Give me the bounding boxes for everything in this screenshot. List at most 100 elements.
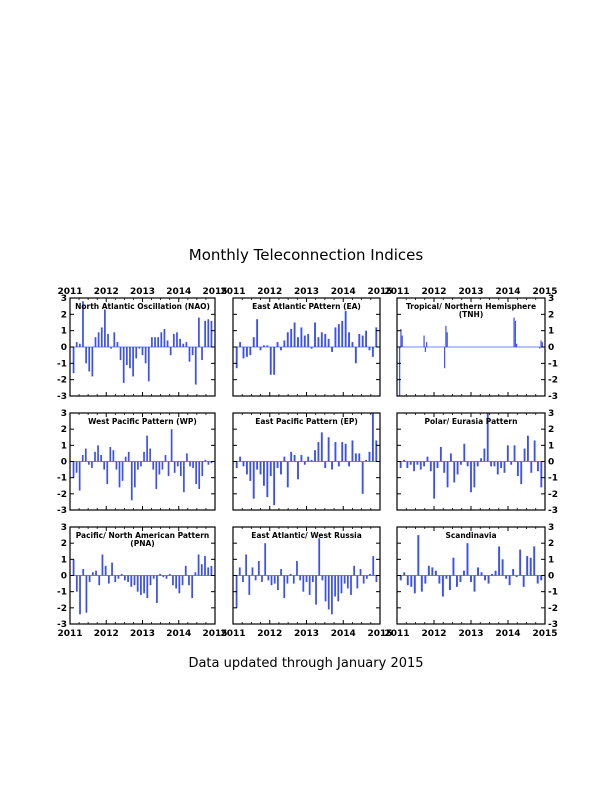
bar [267, 575, 270, 581]
bar [256, 319, 259, 347]
bar [327, 437, 330, 462]
x-tick-label: 2012 [421, 287, 446, 297]
bar [500, 461, 503, 468]
y-tick-label: 2 [61, 310, 67, 320]
bar [261, 575, 263, 582]
x-tick-label: 2014 [495, 629, 520, 639]
bar [523, 448, 526, 462]
panel-1: 2011 2012 2013 2014 2015 -3 -2 -1 0 1 2 3 North Atla… [57, 287, 228, 402]
bar [238, 567, 241, 576]
y-tick-label: -2 [57, 604, 67, 614]
x-tick-label: 2013 [130, 287, 155, 297]
bar [409, 461, 412, 465]
panel-title: Scandinavia [445, 531, 496, 540]
bar [496, 461, 499, 475]
bar [498, 546, 501, 576]
bar [530, 461, 533, 473]
bar [138, 347, 141, 349]
bar [441, 575, 444, 597]
x-tick-label: 2012 [257, 629, 282, 639]
bar [72, 347, 75, 374]
bar [539, 347, 541, 349]
bar [508, 575, 511, 586]
bar [375, 327, 378, 347]
bar [176, 461, 179, 467]
bar [358, 333, 361, 347]
bar [117, 575, 120, 579]
x-tick-label: 2014 [166, 629, 191, 639]
bar [455, 575, 458, 587]
bar [297, 461, 299, 480]
bar [480, 572, 483, 576]
bar [293, 322, 296, 347]
bar [283, 575, 286, 599]
bar [194, 347, 197, 385]
bar [399, 461, 402, 468]
bar [486, 413, 489, 462]
bar [337, 461, 340, 467]
bar [299, 575, 302, 581]
bar [286, 461, 289, 488]
bar [97, 332, 100, 347]
panel-title: East Atlantic PAttern (EA) [252, 302, 361, 311]
bar [189, 461, 191, 467]
bar [361, 461, 364, 494]
bar [85, 347, 87, 364]
bar [239, 342, 242, 347]
panel-5: East Pacific Pattern (EP) [232, 412, 381, 511]
bar [210, 461, 213, 464]
bar [522, 575, 525, 587]
bar [122, 347, 125, 383]
bar [494, 570, 497, 576]
bar [305, 575, 308, 582]
y-tick-label: -2 [548, 376, 558, 386]
bar [130, 461, 133, 501]
bar [252, 337, 255, 347]
bar [410, 575, 413, 587]
bar [110, 347, 113, 349]
y-tick-label: 0 [61, 458, 67, 468]
y-tick-label: -1 [548, 588, 558, 598]
x-tick-label: 2013 [294, 287, 319, 297]
bar [160, 332, 163, 347]
bar [351, 342, 354, 347]
bar [72, 461, 75, 478]
bar [256, 461, 259, 470]
bar [446, 332, 448, 347]
bar [353, 565, 356, 576]
bar [337, 575, 340, 602]
bar [280, 569, 282, 576]
bar [354, 453, 357, 462]
bar [400, 329, 402, 347]
panel-9: 2011 2012 2013 2014 2015-3 -2 -1 0 1 2 3 Scandinavi… [384, 523, 558, 639]
panel-6: -3 -2 -1 0 1 2 3 Polar/ Eurasia Pattern [396, 409, 558, 516]
bar [480, 458, 482, 462]
bar [343, 575, 346, 584]
x-tick-label: 2012 [421, 629, 446, 639]
panel-title: East Atlantic/ West Russia [251, 531, 362, 540]
bar [173, 461, 176, 473]
bar [257, 560, 260, 576]
bar [127, 575, 129, 582]
bar [321, 575, 324, 581]
bar [249, 347, 252, 356]
bar [149, 448, 152, 462]
bar [365, 459, 368, 462]
y-tick-label: 1 [548, 441, 554, 451]
bar [436, 461, 439, 468]
bar [167, 461, 170, 477]
bar [283, 456, 286, 462]
bar [115, 461, 118, 470]
y-tick-label: 0 [548, 572, 554, 582]
y-tick-label: -2 [57, 376, 67, 386]
bar [307, 333, 310, 347]
bar [516, 461, 519, 477]
bar [197, 554, 200, 576]
bar [192, 461, 194, 468]
bar [446, 461, 449, 488]
bar [157, 337, 160, 347]
bar [520, 461, 523, 485]
bar [401, 335, 403, 347]
bar [72, 559, 75, 576]
